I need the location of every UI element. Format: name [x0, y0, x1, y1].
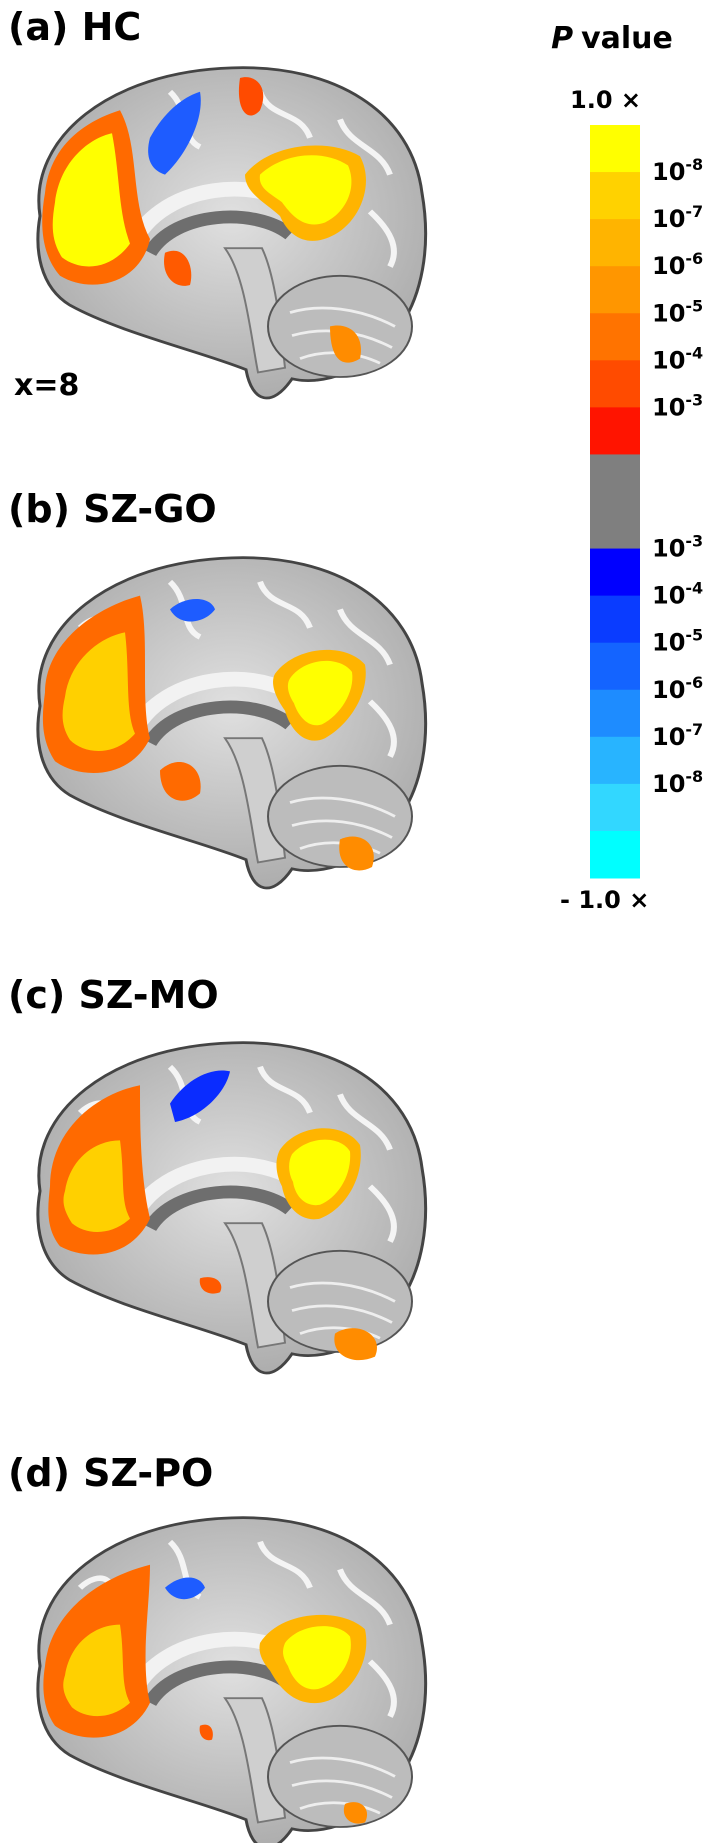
colorbar-title-text: value [581, 21, 673, 56]
colorbar-segment [590, 548, 640, 597]
tick-exponent: -5 [685, 296, 703, 315]
colorbar-tick-label: 10-4 [652, 343, 703, 374]
tick-exponent: -7 [685, 720, 703, 739]
colorbar-tick-label: 10-4 [652, 579, 703, 610]
colorbar-tick-label: 10-6 [652, 673, 703, 704]
colorbar-tick-label: 10-7 [652, 720, 703, 751]
colorbar-tick-label: 10-8 [652, 767, 703, 798]
colorbar-segment [590, 313, 640, 361]
colorbar-segment [590, 219, 640, 267]
tick-base: 10 [652, 676, 685, 704]
colorbar-segment [590, 266, 640, 314]
brain-slice [38, 1518, 426, 1843]
colorbar-segment [590, 783, 640, 832]
coordinate-label: x=8 [14, 368, 79, 403]
tick-exponent: -4 [685, 343, 703, 362]
tick-base: 10 [652, 346, 685, 374]
tick-exponent: -8 [685, 155, 703, 174]
tick-base: 10 [652, 629, 685, 657]
colorbar-tick-label: 10-5 [652, 626, 703, 657]
panel-label: (c) SZ-MO [8, 973, 219, 1017]
colorbar-tick-label: 10-8 [652, 155, 703, 186]
colorbar-segment [590, 595, 640, 644]
brain-slice [38, 1043, 426, 1373]
tick-base: 10 [652, 770, 685, 798]
colorbar-segment [590, 125, 640, 173]
tick-exponent: -3 [685, 532, 703, 551]
colorbar-segment [590, 501, 640, 550]
colorbar-segment [590, 360, 640, 408]
colorbar-segment [590, 689, 640, 738]
tick-base: 10 [652, 205, 685, 233]
colorbar-tick-label: 10-3 [652, 390, 703, 421]
colorbar-tick-label: 10-7 [652, 202, 703, 233]
tick-base: 10 [652, 582, 685, 610]
colorbar-segment [590, 407, 640, 455]
colorbar-segment [590, 736, 640, 785]
brain-slice [38, 68, 426, 398]
colorbar-tick-label: 10-3 [652, 532, 703, 563]
tick-exponent: -8 [685, 767, 703, 786]
colorbar-tick-label: 10-6 [652, 249, 703, 280]
colorbar-symbol: P [551, 21, 573, 56]
colorbar-top-label: 1.0 × [570, 86, 641, 114]
tick-base: 10 [652, 393, 685, 421]
panel-label: (a) HC [8, 5, 141, 49]
tick-exponent: -5 [685, 626, 703, 645]
colorbar-segment [590, 642, 640, 691]
brain-slice [38, 558, 426, 888]
tick-base: 10 [652, 535, 685, 563]
colorbar-segment [590, 172, 640, 220]
colorbar-bottom-label: - 1.0 × [560, 886, 649, 914]
tick-exponent: -3 [685, 390, 703, 409]
colorbar-tick-label: 10-5 [652, 296, 703, 327]
colorbar-segment [590, 830, 640, 879]
tick-exponent: -7 [685, 202, 703, 221]
tick-base: 10 [652, 723, 685, 751]
tick-exponent: -6 [685, 249, 703, 268]
tick-exponent: -4 [685, 579, 703, 598]
tick-base: 10 [652, 158, 685, 186]
panel-label: (d) SZ-PO [8, 1451, 213, 1495]
tick-base: 10 [652, 299, 685, 327]
panel-label: (b) SZ-GO [8, 487, 217, 531]
tick-exponent: -6 [685, 673, 703, 692]
colorbar-segment [590, 454, 640, 502]
tick-base: 10 [652, 252, 685, 280]
